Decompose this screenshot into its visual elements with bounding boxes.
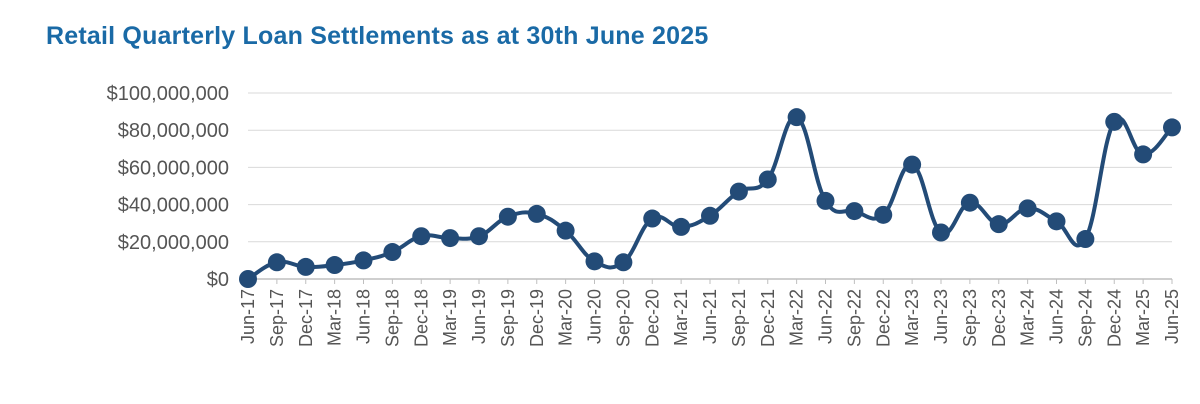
series-retail-settlements xyxy=(239,108,1181,288)
x-tick-label: Jun-19 xyxy=(469,289,489,344)
x-tick-label: Dec-19 xyxy=(527,289,547,347)
x-tick-label: Dec-18 xyxy=(411,289,431,347)
data-point xyxy=(441,229,460,248)
data-point xyxy=(729,182,748,201)
data-point xyxy=(989,215,1008,234)
y-tick-label: $0 xyxy=(207,269,229,291)
x-tick-label: Jun-24 xyxy=(1047,289,1067,344)
x-tick-label: Mar-22 xyxy=(787,289,807,346)
data-point xyxy=(585,252,604,271)
data-point xyxy=(527,204,546,223)
data-point xyxy=(701,206,719,225)
data-point xyxy=(239,270,257,288)
x-tick-label: Mar-18 xyxy=(325,289,345,346)
x-tick-label: Mar-24 xyxy=(1018,289,1038,346)
x-tick-label: Dec-21 xyxy=(758,289,778,347)
data-point xyxy=(960,193,979,212)
data-point xyxy=(816,191,835,210)
x-tick-label: Mar-20 xyxy=(556,289,576,346)
data-point xyxy=(932,223,950,242)
data-point xyxy=(1163,118,1181,137)
x-tick-label: Sep-24 xyxy=(1075,289,1095,347)
data-point xyxy=(787,108,806,127)
y-tick-label: $40,000,000 xyxy=(118,195,229,217)
y-tick-label: $60,000,000 xyxy=(118,157,229,179)
data-point xyxy=(1076,230,1095,249)
x-tick-label: Sep-19 xyxy=(498,289,518,347)
x-tick-label: Jun-18 xyxy=(354,289,374,344)
data-point xyxy=(498,207,517,226)
data-point xyxy=(1134,145,1153,164)
x-tick-label: Mar-21 xyxy=(671,289,691,346)
data-point xyxy=(354,251,373,270)
x-tick-label: Jun-20 xyxy=(585,289,605,344)
gridlines xyxy=(248,92,1172,243)
data-point xyxy=(383,243,402,262)
data-point xyxy=(296,257,315,276)
x-tick-label: Mar-25 xyxy=(1133,289,1153,346)
data-point xyxy=(614,253,633,272)
data-point xyxy=(325,256,344,275)
x-tick-label: Jun-21 xyxy=(700,289,720,344)
data-point xyxy=(643,209,662,228)
x-axis: Jun-17 Sep-17 Dec-17 Mar-18 Jun-18 Sep-18 Dec-… xyxy=(238,278,1182,347)
x-tick-label: Dec-23 xyxy=(989,289,1009,347)
x-tick-label: Jun-17 xyxy=(238,289,258,344)
x-tick-label: Sep-17 xyxy=(267,289,287,347)
data-point xyxy=(672,217,691,236)
chart-title: Retail Quarterly Loan Settlements as at … xyxy=(46,22,709,50)
data-point xyxy=(470,227,488,246)
data-point xyxy=(1105,112,1124,131)
data-point xyxy=(845,202,864,221)
x-tick-label: Mar-23 xyxy=(902,289,922,346)
x-tick-label: Sep-22 xyxy=(844,289,864,347)
x-tick-label: Jun-22 xyxy=(816,289,836,344)
data-point xyxy=(1047,212,1066,231)
y-tick-label: $100,000,000 xyxy=(107,83,229,105)
x-tick-label: Jun-25 xyxy=(1162,289,1182,344)
y-tick-label: $20,000,000 xyxy=(118,232,229,254)
data-point xyxy=(874,205,893,224)
data-point xyxy=(903,155,922,174)
x-tick-label: Dec-22 xyxy=(873,289,893,347)
x-tick-label: Sep-23 xyxy=(960,289,980,347)
x-tick-label: Mar-19 xyxy=(440,289,460,346)
y-axis: $0 $20,000,000 $40,000,000 $60,000,000 $80,0… xyxy=(107,83,229,291)
data-point xyxy=(758,170,777,189)
x-tick-label: Dec-20 xyxy=(642,289,662,347)
x-tick-label: Sep-20 xyxy=(613,289,633,347)
x-tick-label: Jun-23 xyxy=(931,289,951,344)
x-tick-label: Sep-18 xyxy=(382,289,402,347)
data-point xyxy=(412,227,431,246)
x-tick-label: Dec-17 xyxy=(296,289,316,347)
data-point xyxy=(556,221,575,240)
data-point xyxy=(1018,199,1037,218)
x-tick-label: Sep-21 xyxy=(729,289,749,347)
x-tick-label: Dec-24 xyxy=(1104,289,1124,347)
data-point xyxy=(267,253,286,272)
y-tick-label: $80,000,000 xyxy=(118,120,229,142)
